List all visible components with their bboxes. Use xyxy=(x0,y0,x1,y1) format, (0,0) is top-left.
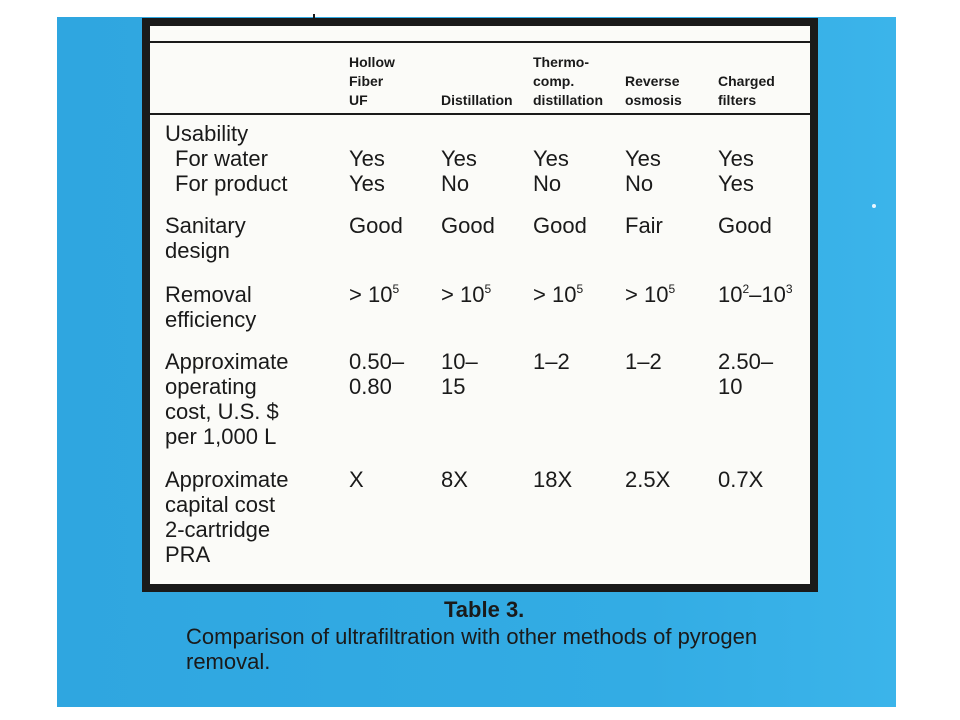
cell-value: Yes xyxy=(441,146,477,171)
table-panel xyxy=(150,26,810,584)
cell-usability-charged-filters: Yes Yes xyxy=(718,146,754,196)
row-label-line: efficiency xyxy=(165,307,257,332)
header-line: distillation xyxy=(533,92,603,108)
header-line: Distillation xyxy=(441,92,513,108)
row-label-capital-cost: Approximate capital cost 2-cartridge PRA xyxy=(165,467,289,567)
value-exponent: 2 xyxy=(742,282,750,296)
header-line: Charged xyxy=(718,73,775,89)
cell-value: No xyxy=(441,171,470,196)
cell-capital-charged-filters: 0.7X xyxy=(718,467,764,492)
row-label-line: Approximate xyxy=(165,467,289,492)
cell-value: 10– xyxy=(441,349,478,374)
cell-usability-reverse-osmosis: Yes No xyxy=(625,146,661,196)
header-line: Thermo- xyxy=(533,54,589,70)
cell-value: Yes xyxy=(625,146,661,171)
cell-sanitary-thermo: Good xyxy=(533,213,587,238)
row-label-line: design xyxy=(165,238,230,263)
header-reverse-osmosis: Reverse osmosis xyxy=(625,50,682,110)
header-distillation: Distillation xyxy=(441,50,513,110)
cell-removal-distillation: > 105 xyxy=(441,282,491,307)
header-line: filters xyxy=(718,92,757,108)
cell-operating-distillation: 10– 15 xyxy=(441,349,478,399)
header-charged-filters: Charged filters xyxy=(718,50,775,110)
cell-operating-reverse-osmosis: 1–2 xyxy=(625,349,662,374)
value-exponent: 5 xyxy=(392,282,400,296)
row-sublabel-for-water: For water xyxy=(175,146,268,171)
cell-value: No xyxy=(625,171,654,196)
scan-speck xyxy=(872,204,876,208)
cell-value: Yes xyxy=(533,146,569,171)
value-base: > 10 xyxy=(349,282,393,307)
row-label-line: capital cost xyxy=(165,492,276,517)
row-label-operating-cost: Approximate operating cost, U.S. $ per 1… xyxy=(165,349,289,449)
value-exponent: 5 xyxy=(668,282,676,296)
header-hollow-fiber-uf: Hollow Fiber UF xyxy=(349,50,395,110)
cell-capital-distillation: 8X xyxy=(441,467,468,492)
cell-usability-thermo: Yes No xyxy=(533,146,569,196)
row-label-line: cost, U.S. $ xyxy=(165,399,279,424)
cell-capital-hollow-fiber: X xyxy=(349,467,364,492)
value-exponent: 5 xyxy=(576,282,584,296)
cell-value: 0.50– xyxy=(349,349,405,374)
row-sublabel-for-product: For product xyxy=(175,171,288,196)
row-label-removal-efficiency: Removal efficiency xyxy=(165,282,256,332)
cell-sanitary-hollow-fiber: Good xyxy=(349,213,403,238)
value-exponent: 5 xyxy=(484,282,492,296)
cell-value: 15 xyxy=(441,374,466,399)
cell-value: 10 xyxy=(718,374,743,399)
header-line: Fiber xyxy=(349,73,384,89)
cell-sanitary-reverse-osmosis: Fair xyxy=(625,213,663,238)
caption-text: Comparison of ultrafiltration with other… xyxy=(186,624,758,674)
cell-value: Yes xyxy=(718,171,754,196)
value-base: > 10 xyxy=(441,282,485,307)
table-top-rule xyxy=(150,41,810,43)
header-line: osmosis xyxy=(625,92,682,108)
row-label-line: PRA xyxy=(165,542,211,567)
caption-title: Table 3. xyxy=(444,597,525,622)
row-label-line: 2-cartridge xyxy=(165,517,271,542)
cell-removal-hollow-fiber: > 105 xyxy=(349,282,399,307)
cell-sanitary-charged-filters: Good xyxy=(718,213,772,238)
value-dash: – xyxy=(749,282,762,307)
row-label-sanitary-design: Sanitary design xyxy=(165,213,246,263)
value-exponent: 3 xyxy=(785,282,793,296)
cell-value: Yes xyxy=(349,171,385,196)
cell-usability-hollow-fiber: Yes Yes xyxy=(349,146,385,196)
header-line: comp. xyxy=(533,73,575,89)
row-label-line: Usability xyxy=(165,121,249,146)
header-line: Reverse xyxy=(625,73,680,89)
value-base: 10 xyxy=(761,282,786,307)
cell-operating-hollow-fiber: 0.50– 0.80 xyxy=(349,349,404,399)
cell-value: Yes xyxy=(718,146,754,171)
cell-operating-thermo: 1–2 xyxy=(533,349,570,374)
row-label-usability: Usability For water For product xyxy=(165,121,288,196)
table-header-rule xyxy=(150,113,810,115)
header-line: UF xyxy=(349,92,368,108)
cell-sanitary-distillation: Good xyxy=(441,213,495,238)
cell-value: 2.50– xyxy=(718,349,774,374)
scan-mark xyxy=(313,14,315,18)
cell-usability-distillation: Yes No xyxy=(441,146,477,196)
cell-value: No xyxy=(533,171,562,196)
row-label-line: Removal xyxy=(165,282,252,307)
cell-removal-thermo: > 105 xyxy=(533,282,583,307)
cell-removal-reverse-osmosis: > 105 xyxy=(625,282,675,307)
header-thermocomp-distillation: Thermo- comp. distillation xyxy=(533,50,603,110)
row-label-line: operating xyxy=(165,374,257,399)
row-label-line: Sanitary xyxy=(165,213,246,238)
cell-removal-charged-filters: 102–103 xyxy=(718,282,793,307)
cell-operating-charged-filters: 2.50– 10 xyxy=(718,349,773,399)
value-base: > 10 xyxy=(625,282,669,307)
cell-value: 0.80 xyxy=(349,374,392,399)
cell-value: 1–2 xyxy=(533,349,570,374)
cell-value: Yes xyxy=(349,146,385,171)
value-base: 10 xyxy=(718,282,743,307)
cell-capital-thermo: 18X xyxy=(533,467,573,492)
value-base: > 10 xyxy=(533,282,577,307)
row-label-line: per 1,000 L xyxy=(165,424,277,449)
row-label-line: Approximate xyxy=(165,349,289,374)
cell-capital-reverse-osmosis: 2.5X xyxy=(625,467,671,492)
cell-value: 1–2 xyxy=(625,349,662,374)
header-line: Hollow xyxy=(349,54,395,70)
